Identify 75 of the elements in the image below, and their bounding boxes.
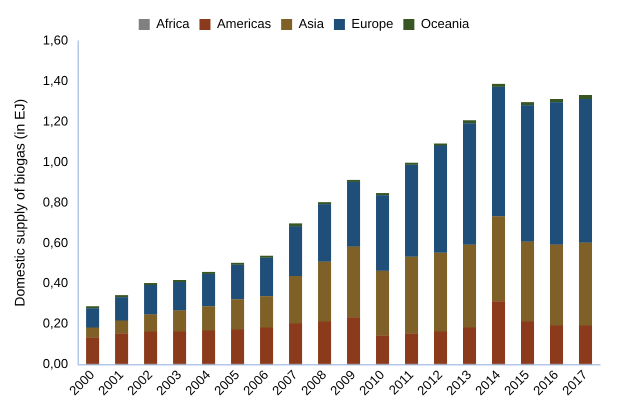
bar [115, 334, 128, 364]
bar [231, 330, 244, 364]
legend-label: Americas [216, 16, 272, 32]
y-tick-label: 1,40 [42, 73, 68, 88]
bar [492, 84, 506, 87]
bar [86, 308, 100, 328]
bar [376, 270, 390, 336]
legend-label: Oceania [420, 16, 470, 32]
bar [550, 99, 564, 102]
bar [405, 164, 418, 257]
bar [318, 321, 332, 364]
bar [520, 105, 534, 242]
bar [376, 336, 390, 364]
bar [578, 242, 592, 326]
bar [550, 325, 564, 364]
bar [318, 204, 332, 262]
bar [144, 285, 158, 314]
bar [434, 146, 448, 253]
bar [578, 99, 592, 243]
legend-label: Asia [298, 16, 325, 32]
bar [347, 182, 360, 247]
bar [520, 321, 534, 364]
bar [289, 276, 302, 324]
bar [86, 328, 100, 338]
bar [260, 258, 274, 296]
bar [318, 262, 332, 322]
bar [578, 94, 592, 100]
bar [434, 332, 448, 364]
bar [376, 195, 390, 271]
bar [405, 256, 418, 334]
bar [347, 246, 360, 318]
bar [434, 252, 448, 332]
bar [520, 102, 534, 106]
bar [405, 334, 418, 364]
y-tick-label: 1,20 [42, 113, 68, 128]
y-tick-label: 0,80 [42, 194, 68, 210]
bar [578, 325, 592, 364]
bar [492, 216, 506, 302]
bar [463, 244, 476, 328]
bar [173, 332, 186, 364]
bar [202, 330, 216, 364]
y-tick-label: 0,20 [42, 316, 68, 331]
bar [463, 328, 476, 364]
y-tick-label: 0,00 [42, 356, 68, 372]
bar [202, 274, 216, 306]
bar [492, 86, 506, 216]
bar [260, 296, 274, 328]
y-tick-label: 1,00 [42, 154, 68, 169]
bar [463, 120, 476, 124]
legend-label: Africa [156, 16, 190, 32]
y-axis-title: Domestic supply of biogas (in EJ) [11, 98, 28, 307]
bar [115, 297, 128, 320]
bar [550, 102, 564, 245]
bar [520, 242, 534, 322]
bar [144, 332, 158, 364]
bar [550, 244, 564, 326]
bar [173, 282, 186, 310]
y-tick-label: 0,40 [42, 275, 68, 290]
y-tick-label: 0,60 [42, 234, 68, 250]
bar [289, 223, 302, 226]
bar [260, 328, 274, 364]
bar [115, 320, 128, 334]
bar [231, 299, 244, 330]
bar [289, 323, 302, 364]
bar [347, 317, 360, 364]
bar [492, 301, 506, 364]
bar [289, 226, 302, 276]
y-tick-label: 1,60 [42, 32, 68, 48]
bar [463, 123, 476, 245]
bar [173, 310, 186, 332]
bar [86, 338, 100, 364]
bar [202, 306, 216, 331]
bar [231, 264, 244, 300]
legend-label: Europe [351, 16, 394, 32]
bar [144, 314, 158, 332]
